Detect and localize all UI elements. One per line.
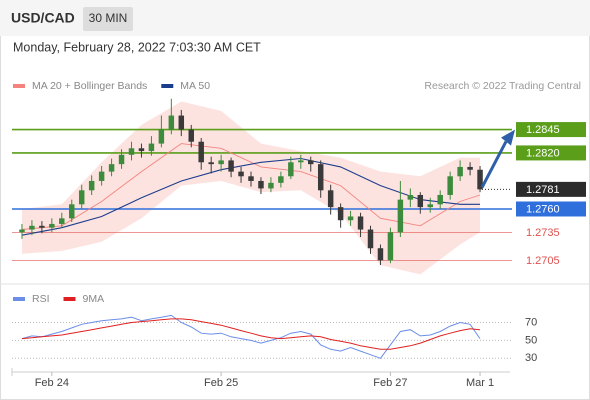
candle-body bbox=[19, 229, 25, 233]
level-label: 1.2760 bbox=[526, 203, 560, 215]
candle-body bbox=[308, 160, 314, 165]
y-tick-label: 30 bbox=[525, 352, 537, 364]
timeframe-badge[interactable] bbox=[83, 7, 133, 31]
candle-body bbox=[168, 115, 175, 130]
candle-body bbox=[98, 171, 105, 181]
level-label-box bbox=[516, 145, 586, 161]
candle-body bbox=[218, 160, 224, 165]
legend-label: RSI bbox=[32, 293, 50, 305]
legend-label: 9MA bbox=[83, 293, 105, 305]
candle-body bbox=[138, 148, 145, 152]
candle-body bbox=[477, 169, 483, 190]
candle-body bbox=[288, 162, 294, 177]
symbol: USD/CAD bbox=[11, 10, 75, 26]
candle-body bbox=[108, 164, 115, 172]
candle-body bbox=[387, 232, 394, 261]
level-label: 1.2705 bbox=[526, 255, 560, 267]
candle-body bbox=[78, 190, 85, 205]
candle-body bbox=[238, 171, 244, 177]
datetime: Monday, February 28, 2022 7:03:30 AM CET bbox=[13, 40, 261, 54]
level-label: 1.2820 bbox=[526, 147, 560, 159]
candle-body bbox=[88, 180, 95, 191]
candle-body bbox=[258, 180, 264, 189]
x-tick-label: Feb 24 bbox=[35, 377, 69, 389]
candle-body bbox=[268, 182, 274, 189]
level-label: 1.2781 bbox=[526, 184, 560, 196]
candle-body bbox=[377, 248, 384, 261]
ma-line bbox=[21, 143, 481, 230]
legend-label: MA 20 + Bollinger Bands bbox=[32, 80, 147, 92]
candle-body bbox=[148, 143, 155, 152]
candle-body bbox=[158, 129, 165, 144]
legend-swatch bbox=[13, 84, 25, 88]
x-tick-label: Feb 25 bbox=[204, 377, 238, 389]
candle-body bbox=[467, 166, 473, 170]
legend-swatch bbox=[63, 297, 76, 301]
candle-body bbox=[437, 194, 443, 205]
candle-body bbox=[327, 190, 334, 208]
line-series bbox=[21, 314, 481, 359]
candle-body bbox=[417, 194, 424, 208]
candle-body bbox=[427, 204, 433, 208]
level-label: 1.2735 bbox=[526, 227, 560, 239]
x-tick-label: Mar 1 bbox=[466, 377, 494, 389]
y-tick-label: 50 bbox=[525, 334, 537, 346]
candle-body bbox=[447, 176, 453, 195]
legend-label: MA 50 bbox=[180, 80, 210, 92]
level-label-box bbox=[516, 122, 586, 138]
candle-body bbox=[59, 218, 65, 224]
candle-body bbox=[357, 216, 364, 230]
candle-body bbox=[198, 141, 204, 163]
level-label-box bbox=[516, 181, 586, 197]
level-label-box bbox=[516, 201, 586, 217]
level-label: 1.2845 bbox=[526, 124, 560, 136]
timeframe[interactable]: 30 MIN bbox=[89, 11, 128, 25]
candle-body bbox=[208, 162, 214, 165]
watermark: Research © 2022 Trading Central bbox=[424, 80, 581, 92]
candle-body bbox=[188, 129, 194, 142]
candle-body bbox=[228, 160, 234, 172]
candle-body bbox=[69, 204, 75, 219]
candle-body bbox=[457, 166, 463, 177]
candle-body bbox=[178, 115, 185, 130]
candle-body bbox=[317, 164, 324, 191]
candle-body bbox=[397, 199, 404, 233]
candle-body bbox=[118, 154, 125, 165]
candle-body bbox=[29, 225, 35, 230]
candle-body bbox=[248, 176, 254, 181]
candle-body bbox=[367, 229, 374, 249]
line-series bbox=[21, 318, 481, 350]
legend-swatch bbox=[13, 297, 25, 301]
x-tick-label: Feb 27 bbox=[373, 377, 407, 389]
candle-body bbox=[39, 225, 45, 228]
y-tick-label: 70 bbox=[525, 316, 537, 328]
candle-body bbox=[49, 223, 55, 228]
candle-body bbox=[337, 207, 344, 221]
candle-body bbox=[128, 148, 135, 155]
forecast-arrow-head bbox=[501, 129, 515, 146]
candle-body bbox=[298, 160, 304, 163]
legend-swatch bbox=[161, 84, 174, 88]
candle-body bbox=[407, 194, 414, 200]
candle-body bbox=[347, 216, 354, 221]
candle-body bbox=[278, 176, 284, 183]
forecast-arrow bbox=[480, 140, 508, 189]
bollinger-band bbox=[22, 101, 480, 275]
